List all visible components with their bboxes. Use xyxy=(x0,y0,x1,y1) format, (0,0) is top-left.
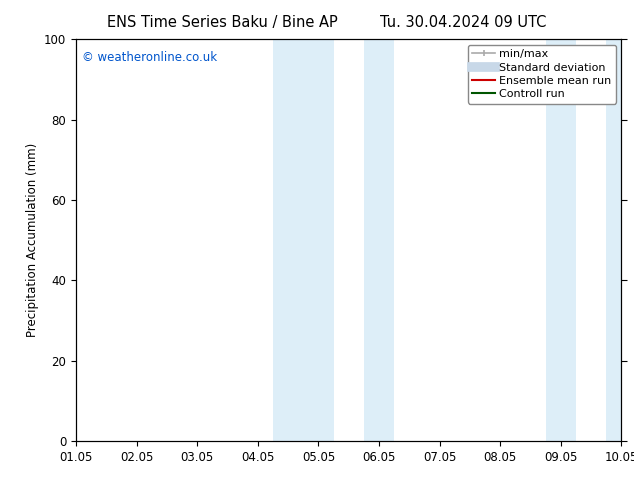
Bar xyxy=(273,39,333,441)
Bar xyxy=(546,39,576,441)
Text: Tu. 30.04.2024 09 UTC: Tu. 30.04.2024 09 UTC xyxy=(380,15,546,30)
Text: © weatheronline.co.uk: © weatheronline.co.uk xyxy=(82,51,217,64)
Bar xyxy=(364,39,394,441)
Bar xyxy=(606,39,621,441)
Text: ENS Time Series Baku / Bine AP: ENS Time Series Baku / Bine AP xyxy=(107,15,337,30)
Legend: min/max, Standard deviation, Ensemble mean run, Controll run: min/max, Standard deviation, Ensemble me… xyxy=(468,45,616,104)
Y-axis label: Precipitation Accumulation (mm): Precipitation Accumulation (mm) xyxy=(25,143,39,337)
